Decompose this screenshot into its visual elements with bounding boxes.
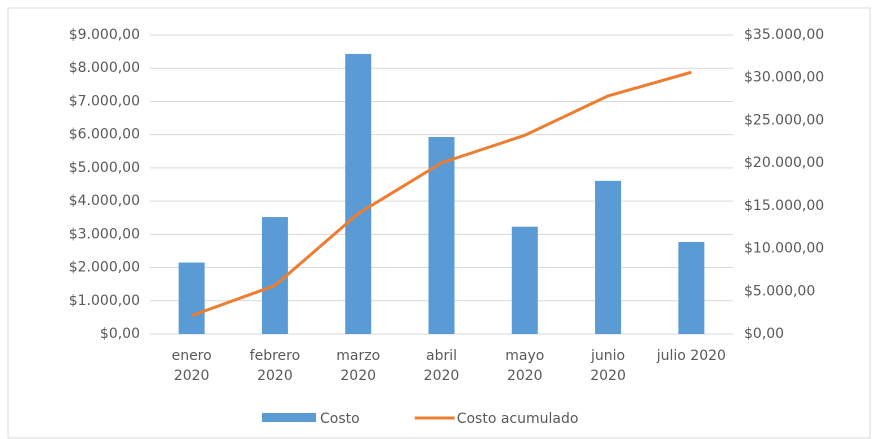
legend-swatch xyxy=(262,413,316,422)
bar xyxy=(428,136,455,334)
x-tick-label: marzo 2020 xyxy=(336,348,381,384)
y-tick-label: $6.000,00 xyxy=(69,127,140,143)
x-tick-label: febrero 2020 xyxy=(249,348,301,384)
bar xyxy=(261,217,288,334)
y2-tick-label: $25.000,00 xyxy=(744,112,824,128)
y-tick-label: $1.000,00 xyxy=(69,293,140,309)
chart-border xyxy=(7,7,871,439)
y2-tick-label: $30.000,00 xyxy=(744,70,824,86)
y-tick-label: $9.000,00 xyxy=(69,27,140,43)
x-tick-label: julio 2020 xyxy=(656,348,726,364)
legend-label: Costo xyxy=(320,411,360,427)
y-tick-label: $8.000,00 xyxy=(69,60,140,76)
bar xyxy=(511,226,538,334)
bar xyxy=(595,180,622,334)
y2-tick-label: $5.000,00 xyxy=(744,283,815,299)
legend-label: Costo acumulado xyxy=(457,411,579,427)
x-tick-label: abril 2020 xyxy=(423,348,460,384)
y2-tick-label: $10.000,00 xyxy=(744,241,824,257)
y-tick-label: $4.000,00 xyxy=(69,193,140,209)
y-tick-label: $7.000,00 xyxy=(69,93,140,109)
bar xyxy=(345,53,372,334)
y-tick-label: $3.000,00 xyxy=(69,226,140,242)
y2-tick-label: $0,00 xyxy=(744,326,784,342)
y-tick-label: $5.000,00 xyxy=(69,160,140,176)
y-tick-label: $2.000,00 xyxy=(69,260,140,276)
y2-tick-label: $15.000,00 xyxy=(744,198,824,214)
bar xyxy=(178,262,205,334)
y2-tick-label: $35.000,00 xyxy=(744,27,824,43)
y2-tick-label: $20.000,00 xyxy=(744,155,824,171)
bar xyxy=(678,241,705,334)
x-tick-label: junio 2020 xyxy=(590,348,626,384)
x-tick-label: mayo 2020 xyxy=(505,348,545,384)
x-tick-label: enero 2020 xyxy=(171,348,212,384)
line xyxy=(191,70,692,318)
y-tick-label: $0,00 xyxy=(100,326,140,342)
